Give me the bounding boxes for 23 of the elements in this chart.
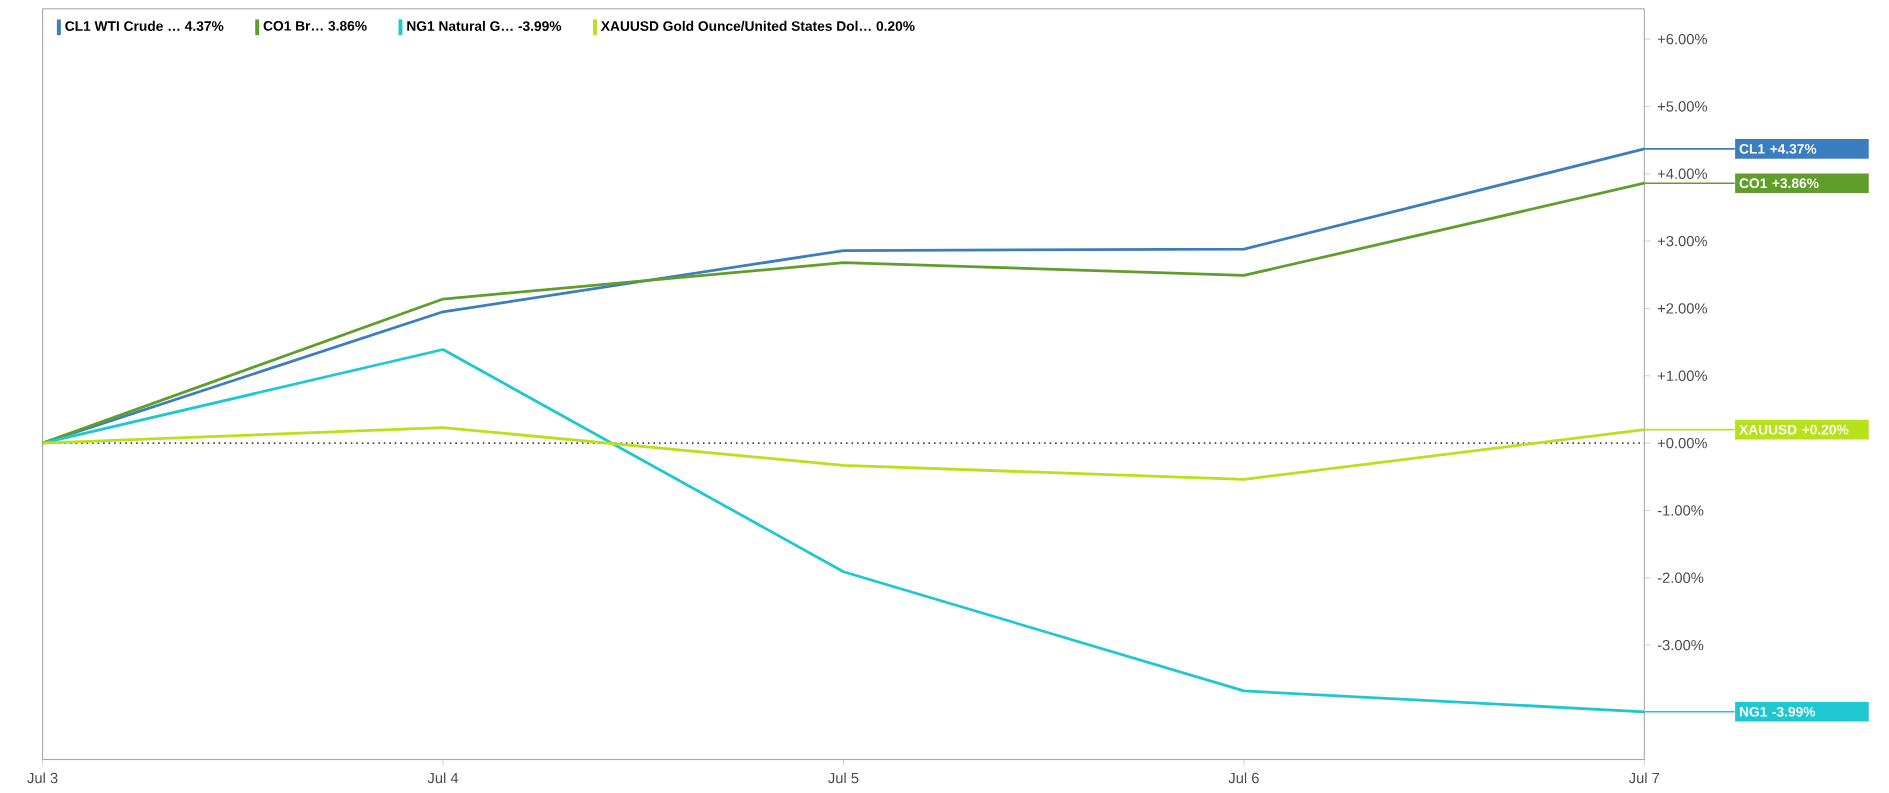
y-tick-label: +0.00% [1657, 437, 1708, 449]
annotation: NG1 -3.99% [1739, 706, 1816, 717]
legend-label: CO1 Br… 3.86% [263, 21, 367, 31]
annotation: CO1 +3.86% [1739, 178, 1819, 189]
x-tick-label: Jul 6 [1228, 772, 1259, 784]
y-tick-label: -1.00% [1657, 505, 1704, 516]
legend-label: XAUUSD Gold Ounce/United States Dol… 0.20% [600, 20, 915, 32]
x-tick-label: Jul 3 [27, 772, 58, 784]
x-tick-label: Jul 5 [828, 772, 859, 784]
legend-label: NG1 Natural G… -3.99% [407, 20, 562, 31]
annotation: CL1 +4.37% [1739, 144, 1817, 154]
y-tick-label: +5.00% [1657, 101, 1708, 112]
annotation: XAUUSD +0.20% [1739, 424, 1849, 435]
y-tick-label: +4.00% [1657, 168, 1708, 180]
y-tick-label: -2.00% [1657, 572, 1704, 584]
y-tick-label: +1.00% [1657, 370, 1708, 382]
legend-label: CL1 WTI Crude … 4.37% [65, 20, 224, 31]
y-tick-label: +6.00% [1657, 33, 1708, 45]
x-tick-label: Jul 4 [427, 772, 459, 784]
y-tick-label: +2.00% [1657, 303, 1708, 314]
y-tick-label: +3.00% [1657, 235, 1708, 247]
x-tick-label: Jul 7 [1628, 772, 1660, 784]
y-tick-label: -3.00% [1657, 639, 1704, 651]
